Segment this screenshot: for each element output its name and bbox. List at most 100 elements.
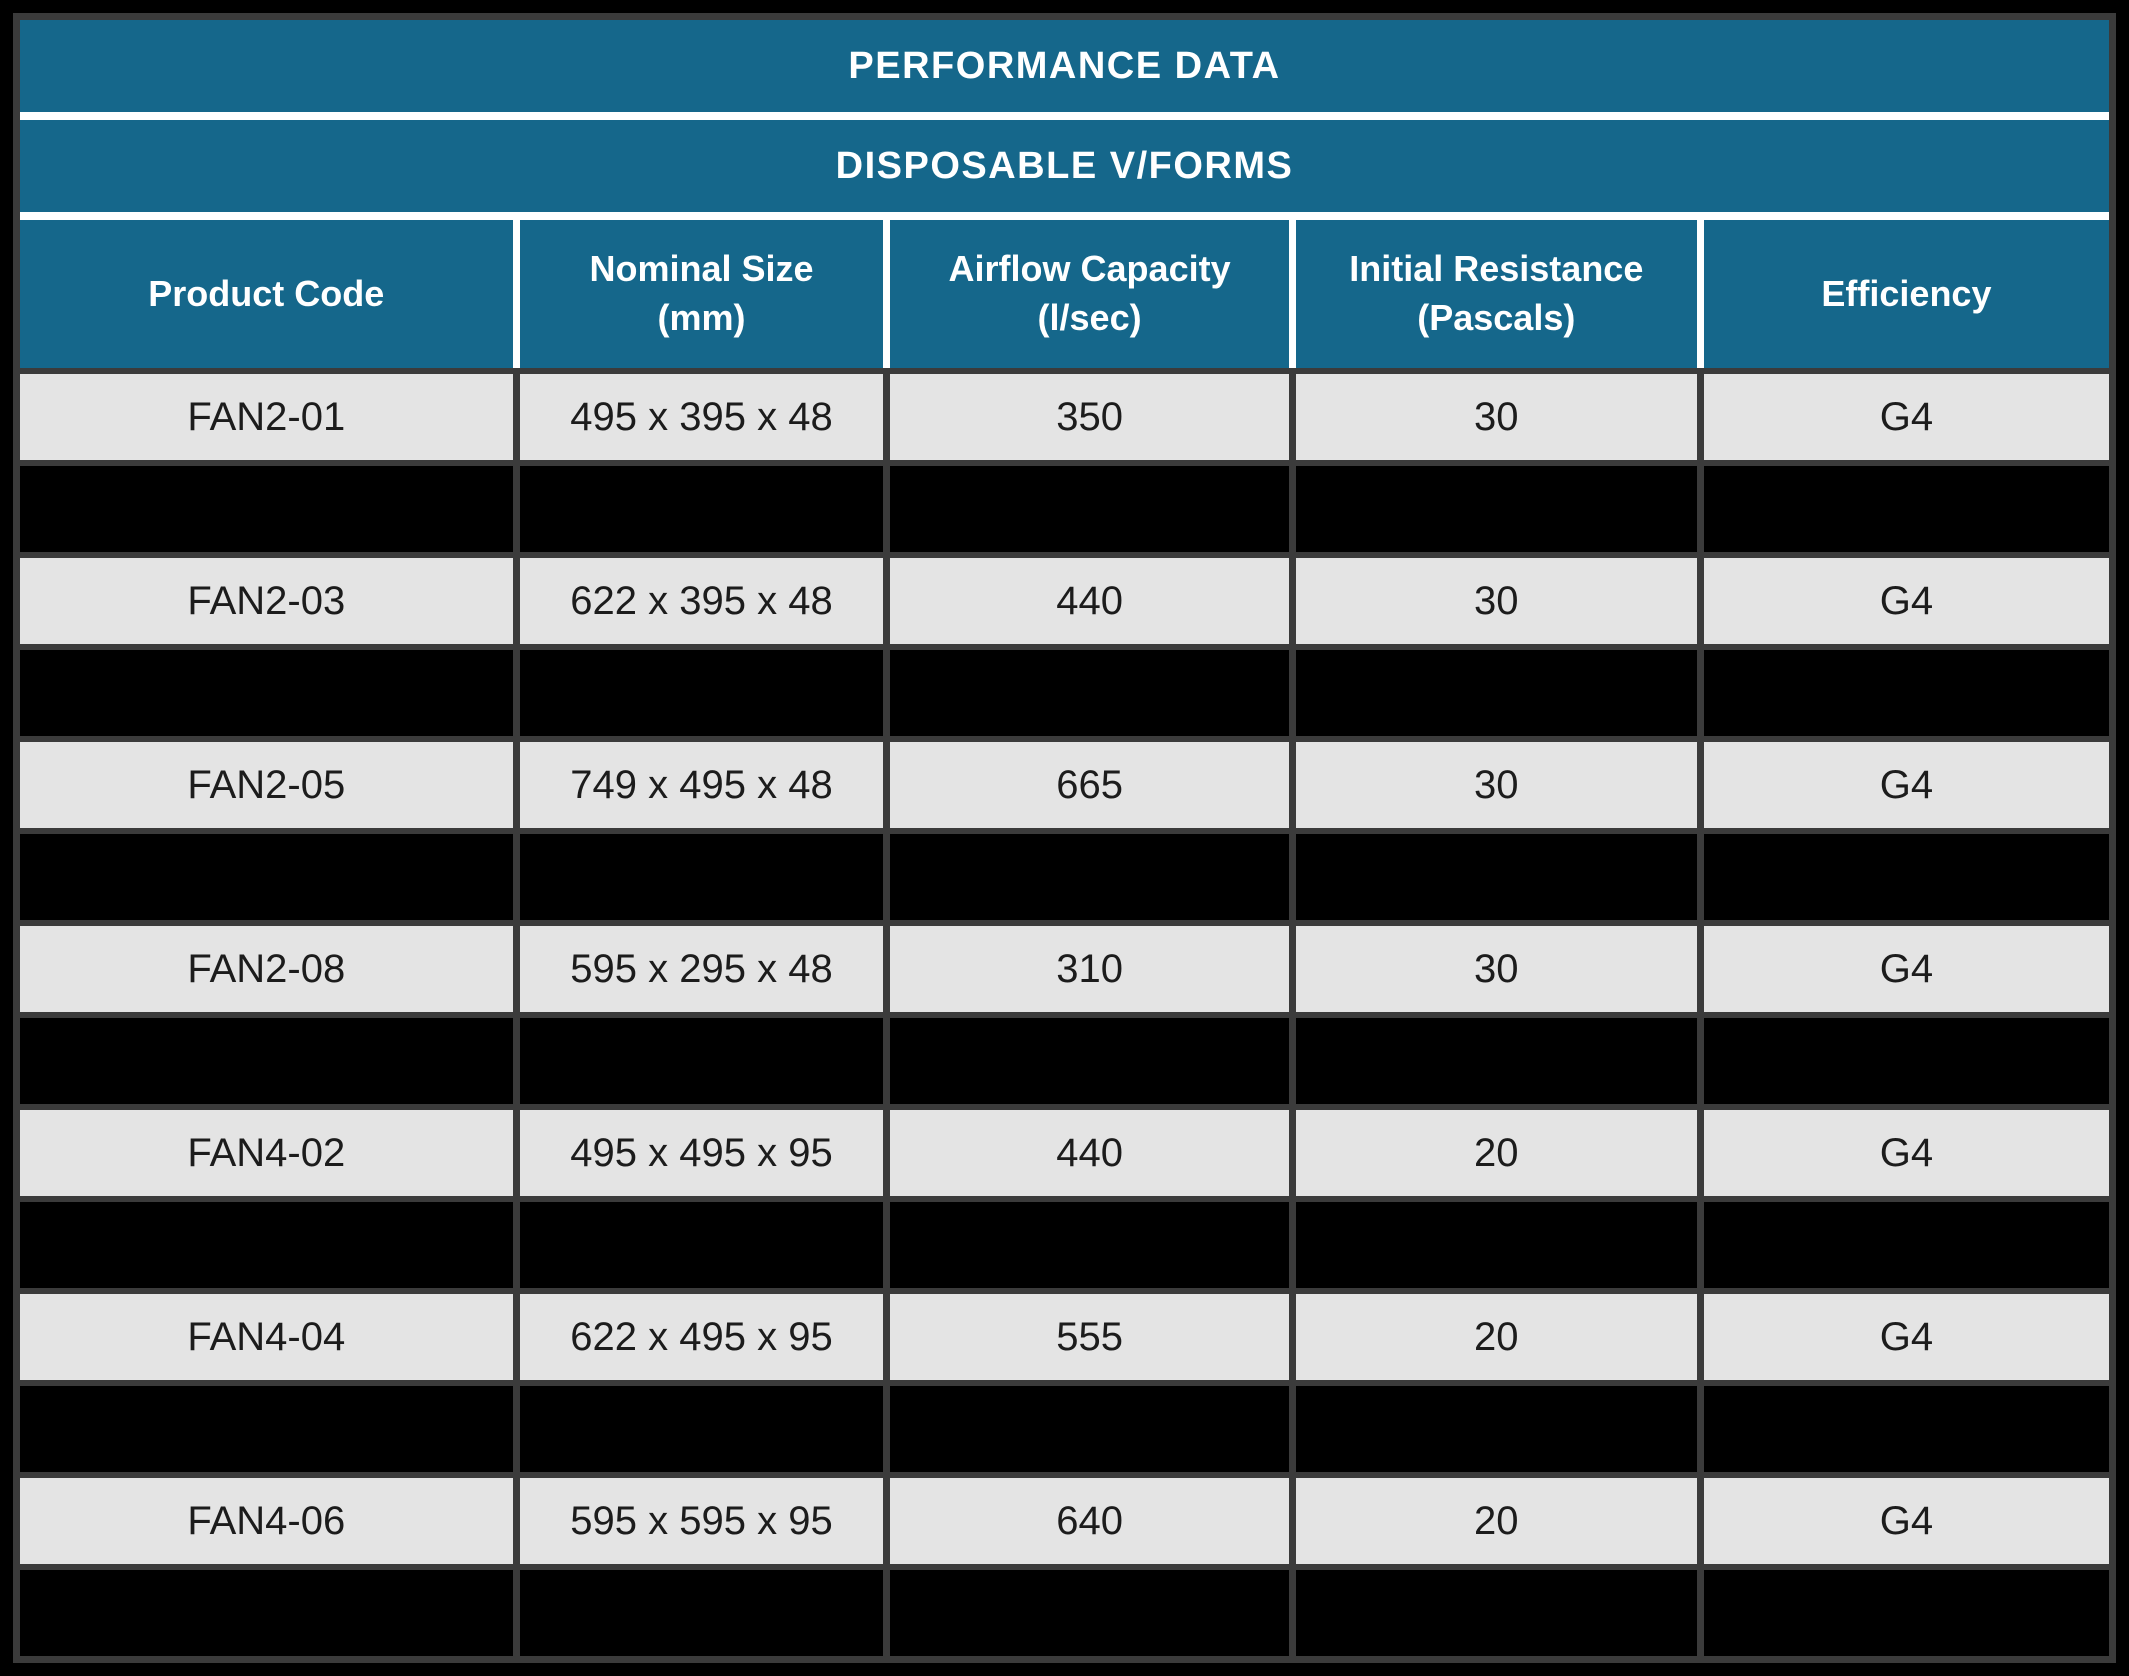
column-header-unit: (Pascals): [1417, 297, 1576, 338]
table-cell: [1288, 1202, 1697, 1288]
table-cell: 595 x 295 x 48: [512, 926, 884, 1012]
column-header-label: Nominal Size: [589, 248, 814, 290]
table-cell: G4: [1696, 1294, 2109, 1380]
table-row: FAN4-04 622 x 495 x 95 555 20 G4: [20, 1288, 2109, 1380]
table-row: FAN4-06 595 x 595 x 95 640 20 G4: [20, 1472, 2109, 1564]
table-cell: 622 x 495 x 95: [512, 1294, 884, 1380]
table-cell: [883, 1018, 1288, 1104]
redacted-row: [20, 1196, 2109, 1288]
table-cell: [1288, 1386, 1697, 1472]
table-cell: [512, 1386, 884, 1472]
table-cell: 665: [883, 742, 1288, 828]
table-cell: G4: [1696, 1478, 2109, 1564]
table-cell: G4: [1696, 926, 2109, 1012]
column-header-label: Product Code: [148, 272, 385, 314]
table-cell: [1696, 650, 2109, 736]
table-cell: 440: [883, 558, 1288, 644]
table-cell: 495 x 495 x 95: [512, 1110, 884, 1196]
table-cell: [20, 466, 513, 552]
table-cell: FAN4-02: [187, 1130, 346, 1175]
redacted-row: [20, 1380, 2109, 1472]
redacted-row: [20, 1012, 2109, 1104]
redacted-row: [20, 828, 2109, 920]
subtitle-separator: [20, 212, 2109, 220]
table-cell: 622 x 395 x 48: [512, 558, 884, 644]
table-cell: [883, 1202, 1288, 1288]
column-header-product-code: Product Code: [20, 220, 513, 368]
title-separator: [20, 112, 2109, 120]
table-cell: 310: [883, 926, 1288, 1012]
column-header-unit: (l/sec): [1037, 297, 1142, 338]
column-header-label: Efficiency: [1821, 272, 1992, 314]
table-cell: FAN2-03: [187, 578, 346, 623]
table-cell: FAN2-05: [187, 762, 346, 807]
table-cell: 640: [883, 1478, 1288, 1564]
table-cell: 749 x 495 x 48: [512, 742, 884, 828]
table-cell: 20: [1288, 1294, 1697, 1380]
redacted-row: [20, 644, 2109, 736]
table-cell: [883, 834, 1288, 920]
table-cell: [20, 1202, 513, 1288]
table-cell: [1288, 834, 1697, 920]
table-cell: G4: [1696, 374, 2109, 460]
column-header-label: Initial Resistance: [1349, 248, 1644, 290]
table-cell: [512, 650, 884, 736]
table-row: FAN2-05 749 x 495 x 48 665 30 G4: [20, 736, 2109, 828]
table-cell: [20, 650, 513, 736]
column-header-nominal-size: Nominal Size (mm): [512, 220, 884, 368]
table-row: FAN4-02 495 x 495 x 95 440 20 G4: [20, 1104, 2109, 1196]
table-cell: FAN4-04: [187, 1314, 346, 1359]
table-cell: [1288, 466, 1697, 552]
table-cell: FAN2-01: [187, 394, 346, 439]
table-cell: 30: [1288, 558, 1697, 644]
redacted-row: [20, 460, 2109, 552]
table-cell: [20, 1018, 513, 1104]
column-header-efficiency: Efficiency: [1696, 220, 2109, 368]
table-cell: [1696, 1386, 2109, 1472]
table-cell: 30: [1288, 742, 1697, 828]
table-cell: 350: [883, 374, 1288, 460]
table-cell: 20: [1288, 1110, 1697, 1196]
table-cell: 440: [883, 1110, 1288, 1196]
table-cell: [1288, 1018, 1697, 1104]
table-body: FAN2-01 495 x 395 x 48 350 30 G4 FAN2-03 622 x…: [20, 368, 2109, 1656]
table-row: FAN2-01 495 x 395 x 48 350 30 G4: [20, 368, 2109, 460]
table-cell: FAN4-06: [187, 1498, 346, 1543]
table-cell: G4: [1696, 742, 2109, 828]
column-header-label: Airflow Capacity: [948, 248, 1231, 290]
table-cell: [512, 1202, 884, 1288]
column-header-row: Product Code Nominal Size (mm) Airflow C…: [20, 220, 2109, 368]
table-cell: [1696, 466, 2109, 552]
table-cell: [20, 1386, 513, 1472]
table-cell: [512, 466, 884, 552]
table-cell: FAN2-08: [187, 946, 346, 991]
table-cell: [1696, 1570, 2109, 1656]
table-subtitle: DISPOSABLE V/FORMS: [20, 120, 2109, 212]
table-cell: 30: [1288, 926, 1697, 1012]
column-header-airflow-capacity: Airflow Capacity (l/sec): [883, 220, 1288, 368]
table-cell: [883, 1570, 1288, 1656]
table-cell: 30: [1288, 374, 1697, 460]
table-cell: [883, 1386, 1288, 1472]
performance-table: PERFORMANCE DATA DISPOSABLE V/FORMS Prod…: [13, 13, 2116, 1663]
table-cell: 495 x 395 x 48: [512, 374, 884, 460]
table-cell: [1288, 650, 1697, 736]
table-row: FAN2-08 595 x 295 x 48 310 30 G4: [20, 920, 2109, 1012]
table-cell: G4: [1696, 558, 2109, 644]
column-header-initial-resistance: Initial Resistance (Pascals): [1288, 220, 1697, 368]
table-cell: 595 x 595 x 95: [512, 1478, 884, 1564]
table-cell: [883, 650, 1288, 736]
table-cell: [883, 466, 1288, 552]
column-header-unit: (mm): [657, 297, 746, 338]
table-cell: [512, 834, 884, 920]
table-cell: [1696, 834, 2109, 920]
table-cell: [1696, 1018, 2109, 1104]
table-cell: [1288, 1570, 1697, 1656]
table-cell: G4: [1696, 1110, 2109, 1196]
table-title: PERFORMANCE DATA: [20, 20, 2109, 112]
table-row: FAN2-03 622 x 395 x 48 440 30 G4: [20, 552, 2109, 644]
table-cell: [512, 1570, 884, 1656]
table-cell: [20, 1570, 513, 1656]
table-cell: [512, 1018, 884, 1104]
